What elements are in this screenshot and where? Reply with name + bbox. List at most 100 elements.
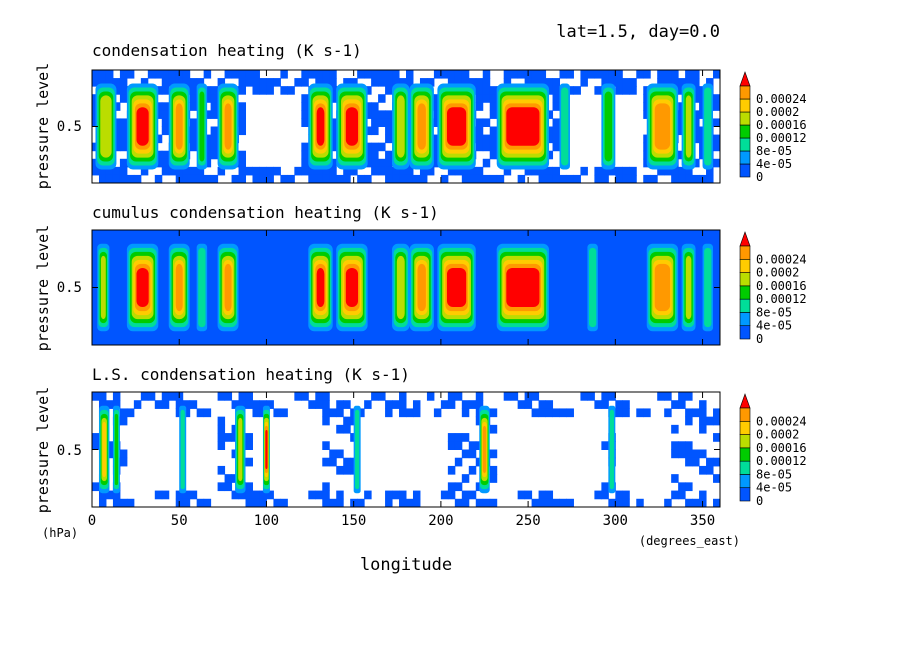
field-cell [336,174,344,184]
field-cell [147,392,156,401]
field-cell [224,482,233,492]
field-cell [412,174,421,184]
field-cell [406,70,414,79]
contour-band-4-level-6 [224,103,232,150]
field-cell [322,70,330,79]
field-cell [699,449,707,459]
field-cell [545,150,554,160]
field-cell [399,78,407,87]
field-cell [147,70,156,79]
field-cell [713,474,721,483]
field-cell [224,70,233,79]
field-cell [643,174,651,184]
field-cell [706,78,714,87]
contour-band-13-level-6 [654,103,671,150]
field-cell [259,490,267,500]
field-cell [350,78,358,87]
field-cell [168,392,177,401]
field-cell [692,94,700,103]
field-cell [650,174,658,184]
field-cell [524,490,533,500]
field-cell [203,142,212,152]
field-cell [364,490,372,500]
field-cell [238,86,247,95]
colorbar-label: 0.00024 [756,414,807,428]
colorbar-label: 0.00024 [756,92,807,106]
field-cell [378,70,386,79]
field-cell [524,400,533,409]
field-cell [447,78,456,87]
field-cell [224,474,233,483]
field-cell [182,174,191,184]
field-cell [713,102,721,111]
x-axis-ticks: 0 50 100 150 200 250 300 350 [88,513,715,529]
field-cell [238,158,247,168]
field-cell [231,400,240,409]
field-cell [510,70,519,79]
field-cell [489,110,498,119]
field-cell [322,392,330,401]
field-cell [329,158,337,168]
field-cell [329,86,337,95]
field-cell [154,134,163,144]
colorbar-label: 4e-05 [756,481,792,495]
field-cell [552,408,561,418]
field-cell [189,94,198,103]
field-cell [713,158,721,168]
field-cell [371,150,379,160]
field-cell [489,126,498,136]
field-cell [245,457,253,467]
field-cell [364,142,372,152]
field-cell [329,174,337,184]
colorbar-label: 4e-05 [756,319,792,333]
field-cell [112,498,121,508]
field-cell [406,78,414,87]
field-cell [133,174,142,184]
field-cell [601,400,609,409]
field-cell [608,166,616,176]
field-cell [713,433,721,442]
colorbar-label: 4e-05 [756,157,792,171]
field-cell [154,400,163,409]
field-cell [468,78,477,87]
field-cell [636,70,644,79]
colorbar-box [739,137,751,152]
field-cell [105,490,114,500]
field-cell [489,102,498,111]
field-cell [98,400,107,409]
field-cell [126,174,135,184]
field-cell [545,110,554,119]
field-cell [538,166,547,176]
colorbar-label: 8e-05 [756,305,792,319]
field-cell [98,490,107,500]
field-cell [245,490,253,500]
field-cell [392,166,400,176]
field-cell [98,78,107,87]
field-cell [224,392,233,401]
field-cell [489,408,498,418]
field-cell [545,174,554,184]
field-cell [161,150,170,160]
field-cell [315,174,323,184]
field-cell [392,78,400,87]
x-tick-label: 100 [254,513,279,529]
field-cell [350,166,358,176]
field-cell [552,498,561,508]
field-cell [161,70,170,79]
field-cell [126,498,135,508]
contour-band-10-level-7 [506,267,540,308]
field-cell [482,142,491,152]
field-cell [259,400,267,409]
field-cell [629,86,637,95]
field-cell [343,166,351,176]
field-cell [454,441,463,450]
field-cell [412,490,421,500]
field-cell [594,174,602,184]
colorbar-label: 0.00016 [756,279,807,293]
field-cell [329,498,337,508]
field-cell [364,174,372,184]
field-cell [671,70,679,79]
field-cell [678,441,686,450]
field-cell [301,94,309,103]
field-cell [371,78,379,87]
